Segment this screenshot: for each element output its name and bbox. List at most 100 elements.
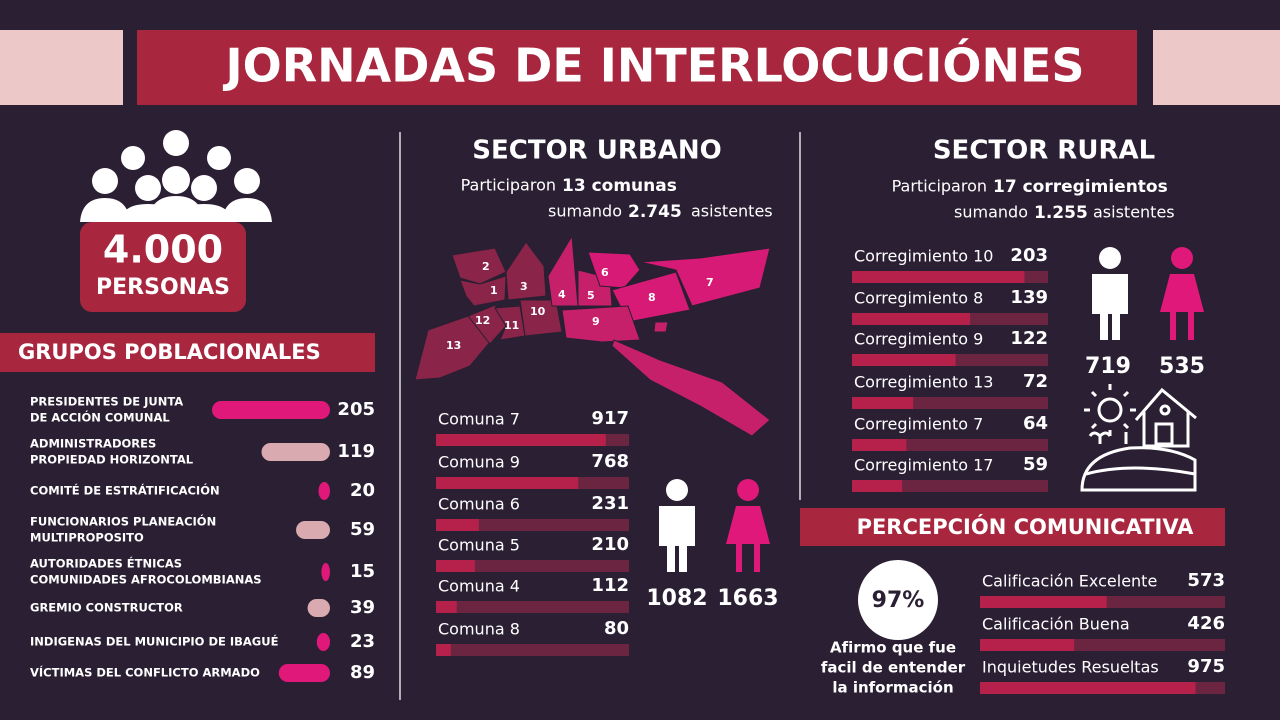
rural-bar	[852, 480, 903, 492]
urban-bar	[436, 519, 479, 531]
urban-bar	[436, 477, 579, 489]
percent: 97%	[872, 588, 925, 613]
rural-title: SECTOR RURAL	[933, 136, 1155, 166]
person-head	[1171, 247, 1193, 269]
map-label: 5	[587, 289, 595, 302]
title-bar	[137, 30, 1137, 105]
rural-intro: Participaron	[892, 177, 987, 196]
perception-value: 426	[1187, 613, 1225, 634]
perception-bar	[980, 639, 1075, 651]
map-label: 3	[520, 280, 528, 293]
perception-bar	[980, 682, 1196, 694]
perception-banner	[800, 508, 1225, 546]
map-label: 4	[558, 288, 566, 301]
urban-value: 768	[591, 451, 629, 472]
bar-track	[436, 519, 629, 531]
urban-title: SECTOR URBANO	[472, 136, 721, 166]
title-deco	[0, 30, 123, 105]
rural-label: Corregimiento 17	[854, 456, 993, 475]
urban-label: Comuna 7	[438, 410, 520, 429]
urban-value: 80	[604, 618, 629, 639]
rural-bar	[852, 313, 971, 325]
perception-note: facil de entender	[821, 659, 966, 677]
map-label: 13	[446, 339, 461, 352]
perception-label: Calificación Buena	[982, 615, 1130, 634]
group-value: 20	[350, 480, 375, 501]
rural-value: 72	[1023, 371, 1048, 392]
rural-bar	[852, 354, 956, 366]
person-body	[659, 506, 695, 572]
rural-bar	[852, 439, 907, 451]
rural-value: 59	[1023, 454, 1048, 475]
men-count: 719	[1085, 354, 1131, 379]
rural-intro-strong: 17 corregimientos	[993, 177, 1168, 197]
total-value: 4.000	[103, 228, 223, 272]
group-value: 205	[337, 399, 375, 420]
map-label: 6	[601, 266, 609, 279]
group-label: GREMIO CONSTRUCTOR	[30, 601, 183, 615]
group-label: PROPIEDAD HORIZONTAL	[30, 453, 194, 467]
bar-track	[436, 560, 629, 572]
title-deco	[1153, 30, 1280, 105]
perception-title: PERCEPCIÓN COMUNICATIVA	[857, 514, 1195, 539]
rural-value: 203	[1010, 245, 1048, 266]
perception-value: 975	[1187, 656, 1225, 677]
urban-label: Comuna 8	[438, 620, 520, 639]
group-label: DE ACCIÓN COMUNAL	[30, 410, 170, 425]
urban-bar	[436, 601, 457, 613]
urban-sum-end: asistentes	[691, 202, 773, 221]
rural-label: Corregimiento 13	[854, 373, 993, 392]
rural-label: Corregimiento 9	[854, 330, 983, 349]
rural-bar	[852, 271, 1025, 283]
rural-label: Corregimiento 8	[854, 289, 983, 308]
bar-track	[436, 644, 629, 656]
group-label: COMITÉ DE ESTRÁTIFICACIÓN	[30, 483, 220, 498]
person-head	[737, 479, 759, 501]
group-value: 119	[337, 441, 375, 462]
urban-bar	[436, 434, 606, 446]
person-body	[726, 506, 770, 572]
rural-sum-strong: 1.255	[1034, 203, 1088, 223]
map-label: 7	[706, 276, 714, 289]
title: JORNADAS DE INTERLOCUCIÓNES	[222, 39, 1084, 93]
total-label: PERSONAS	[96, 275, 230, 300]
group-label: INDIGENAS DEL MUNICIPIO DE IBAGUÉ	[30, 634, 279, 649]
perception-label: Inquietudes Resueltas	[982, 658, 1159, 677]
group-label: PRESIDENTES DE JUNTA	[30, 395, 183, 409]
group-bar	[296, 521, 330, 539]
urban-intro: Participaron	[461, 176, 556, 195]
group-value: 23	[350, 631, 375, 652]
map-label: 12	[475, 314, 490, 327]
map-label: 11	[504, 319, 519, 332]
perception-note: la información	[832, 679, 953, 697]
urban-value: 231	[591, 493, 629, 514]
group-value: 89	[350, 662, 375, 683]
group-label: MULTIPROPOSITO	[30, 531, 144, 545]
urban-sum: sumando	[548, 202, 622, 221]
map-label: 8	[648, 291, 656, 304]
group-bar	[307, 599, 330, 617]
urban-bar	[436, 560, 475, 572]
total-box	[80, 222, 246, 312]
group-value: 39	[350, 597, 375, 618]
urban-bar	[436, 644, 451, 656]
map-label: 1	[490, 284, 498, 297]
group-bar	[318, 482, 330, 500]
group-bar	[316, 633, 330, 651]
group-bar	[212, 401, 330, 419]
rural-sum: sumando	[954, 203, 1028, 222]
groups-title: GRUPOS POBLACIONALES	[18, 340, 321, 364]
urban-label: Comuna 4	[438, 577, 520, 596]
perception-label: Calificación Excelente	[982, 572, 1157, 591]
person-body	[1160, 274, 1204, 340]
map-labels: 1 2 3 4 5 6 7 8 9 10 11 12 13	[446, 260, 714, 352]
urban-intro-strong: 13 comunas	[562, 176, 677, 196]
women-count: 535	[1159, 354, 1205, 379]
group-label: FUNCIONARIOS PLANEACIÓN	[30, 514, 216, 529]
crowd-icon	[80, 130, 272, 222]
rural-sum-end: asistentes	[1093, 203, 1175, 222]
rural-label: Corregimiento 10	[854, 247, 993, 266]
group-label: ADMINISTRADORES	[30, 437, 156, 451]
perception-note: Afirmo que fue	[830, 639, 956, 657]
